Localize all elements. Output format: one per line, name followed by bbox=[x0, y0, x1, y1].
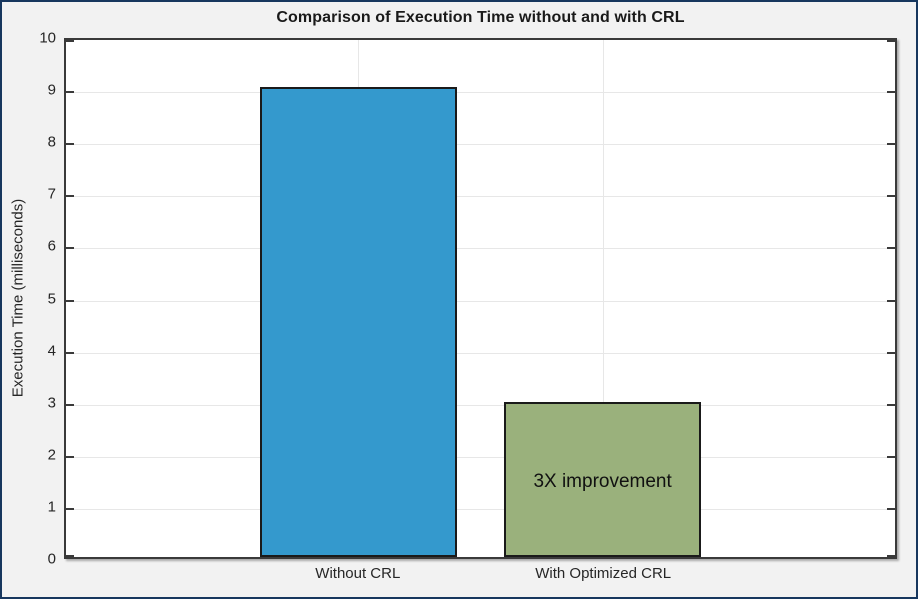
x-tick-label: With Optimized CRL bbox=[535, 565, 672, 582]
y-tick-label: 6 bbox=[47, 237, 56, 255]
y-tick-mark bbox=[66, 40, 74, 42]
y-tick-mark bbox=[66, 507, 74, 510]
y-tick-label: 9 bbox=[47, 81, 56, 99]
y-tick-mark bbox=[887, 143, 895, 146]
y-tick-mark bbox=[66, 195, 74, 198]
x-tick-label: Without CRL bbox=[315, 565, 401, 582]
bar-with-optimized-crl bbox=[504, 401, 702, 557]
y-tick-mark bbox=[66, 403, 74, 406]
bar-without-crl bbox=[259, 86, 457, 557]
y-tick-label: 8 bbox=[47, 133, 56, 151]
y-tick-label: 2 bbox=[47, 446, 56, 464]
y-tick-mark bbox=[66, 143, 74, 146]
y-tick-mark bbox=[66, 299, 74, 302]
plot-area: 3X improvement bbox=[64, 38, 897, 559]
y-tick-mark bbox=[66, 351, 74, 354]
y-gridline bbox=[66, 404, 895, 406]
y-gridline bbox=[66, 456, 895, 458]
y-tick-mark bbox=[887, 455, 895, 458]
y-gridline bbox=[66, 508, 895, 510]
x-gridline bbox=[602, 40, 604, 557]
y-gridline bbox=[66, 248, 895, 250]
y-tick-mark bbox=[887, 91, 895, 94]
y-tick-mark bbox=[887, 247, 895, 250]
y-tick-mark bbox=[887, 299, 895, 302]
y-tick-mark bbox=[887, 195, 895, 198]
y-tick-mark bbox=[66, 247, 74, 250]
y-gridline bbox=[66, 196, 895, 198]
improvement-annotation: 3X improvement bbox=[533, 471, 672, 493]
y-tick-mark bbox=[66, 91, 74, 94]
y-tick-mark bbox=[887, 351, 895, 354]
y-tick-label: 4 bbox=[47, 342, 56, 360]
y-tick-label: 1 bbox=[47, 498, 56, 516]
y-tick-label: 10 bbox=[39, 29, 56, 47]
y-tick-mark bbox=[66, 555, 74, 557]
y-gridline bbox=[66, 92, 895, 94]
chart-title: Comparison of Execution Time without and… bbox=[276, 9, 685, 26]
y-gridline bbox=[66, 144, 895, 146]
y-tick-label: 5 bbox=[47, 290, 56, 307]
y-axis-label: Execution Time (milliseconds) bbox=[9, 198, 27, 398]
y-tick-mark bbox=[887, 507, 895, 510]
y-tick-mark bbox=[887, 403, 895, 406]
y-tick-mark bbox=[887, 555, 895, 557]
y-tick-label: 3 bbox=[47, 394, 56, 412]
y-gridline bbox=[66, 352, 895, 354]
y-tick-label: 0 bbox=[47, 550, 56, 568]
y-tick-mark bbox=[66, 455, 74, 458]
y-tick-mark bbox=[887, 40, 895, 42]
y-tick-label: 7 bbox=[47, 185, 56, 203]
y-gridline bbox=[66, 300, 895, 302]
